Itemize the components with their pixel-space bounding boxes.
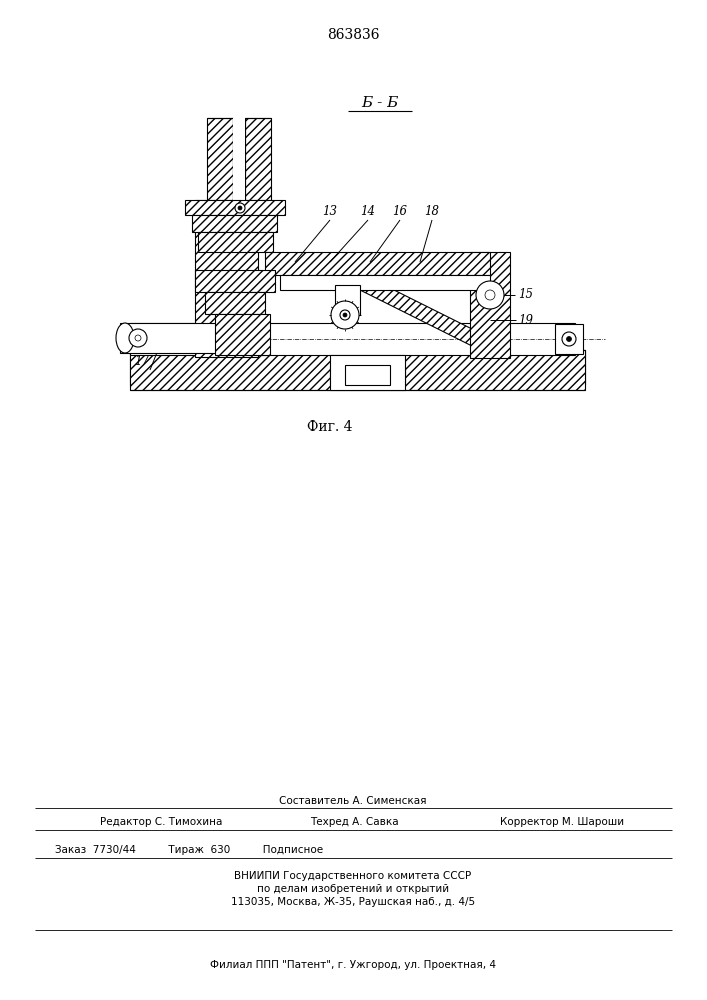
Bar [130,350,585,390]
Text: 18: 18 [424,205,440,218]
Circle shape [331,301,359,329]
Bar [245,118,271,200]
Bar [335,285,360,315]
Bar [195,200,258,357]
Text: 14: 14 [361,205,375,218]
Text: Составитель А. Сименская: Составитель А. Сименская [279,796,427,806]
Bar [330,367,405,385]
Text: ВНИИПИ Государственного комитета СССР: ВНИИПИ Государственного комитета СССР [235,871,472,881]
Circle shape [235,203,245,213]
Bar [555,324,583,354]
Text: Заказ  7730/44          Тираж  630          Подписное: Заказ 7730/44 Тираж 630 Подписное [55,845,323,855]
Ellipse shape [116,323,134,353]
Bar [120,323,225,353]
Text: 19: 19 [518,314,533,326]
Text: 13: 13 [322,205,337,218]
Bar [215,314,270,355]
Text: Б - Б: Б - Б [361,96,399,110]
Circle shape [562,332,576,346]
Circle shape [343,313,347,317]
Circle shape [566,336,571,342]
Bar [192,215,277,232]
Bar [205,292,265,314]
Text: Филиал ППП "Патент", г. Ужгород, ул. Проектная, 4: Филиал ППП "Патент", г. Ужгород, ул. Про… [210,960,496,970]
Bar [470,252,510,358]
Bar [265,252,490,275]
Bar [280,275,490,290]
Text: 17: 17 [134,355,149,368]
Text: Корректор М. Шароши: Корректор М. Шароши [500,817,624,827]
Bar [198,232,273,252]
Bar [345,365,390,385]
Text: 863836: 863836 [327,28,379,42]
Bar [130,323,575,355]
Circle shape [340,310,350,320]
Circle shape [485,290,495,300]
Text: 15: 15 [518,288,533,302]
Text: по делам изобретений и открытий: по делам изобретений и открытий [257,884,449,894]
Circle shape [238,206,242,210]
Bar [130,350,585,385]
Text: 16: 16 [392,205,407,218]
Bar [233,118,245,200]
Circle shape [135,335,141,341]
Bar [207,118,233,200]
Bar [330,355,405,390]
Text: Фиг. 4: Фиг. 4 [308,420,353,434]
Text: Техред А. Савка: Техред А. Савка [310,817,399,827]
Bar [185,200,285,215]
Circle shape [476,281,504,309]
Bar [195,270,275,292]
Text: 113035, Москва, Ж-35, Раушская наб., д. 4/5: 113035, Москва, Ж-35, Раушская наб., д. … [231,897,475,907]
Text: Редактор С. Тимохина: Редактор С. Тимохина [100,817,223,827]
Polygon shape [330,268,510,355]
Circle shape [129,329,147,347]
